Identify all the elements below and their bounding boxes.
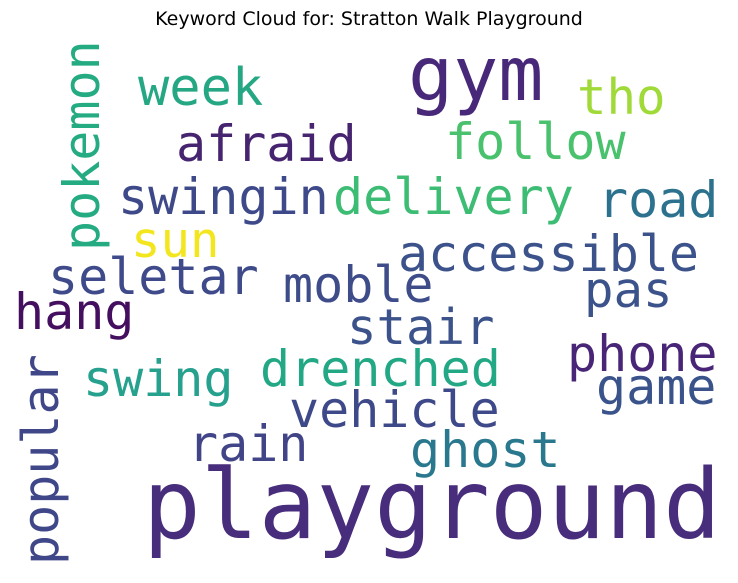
- word: tho: [577, 69, 666, 126]
- word: gym: [408, 30, 543, 118]
- word: sun: [131, 212, 220, 269]
- word: seletar: [48, 248, 259, 306]
- word: playground: [143, 449, 721, 561]
- word: phone: [567, 325, 718, 383]
- word: swing: [83, 350, 234, 408]
- word: rain: [188, 415, 308, 473]
- word: popular: [12, 354, 70, 565]
- word: stair: [347, 299, 495, 356]
- word: afraid: [176, 115, 357, 173]
- word: delivery: [333, 168, 574, 226]
- word: moble: [283, 256, 434, 314]
- word: pas: [584, 262, 673, 319]
- word: drenched: [260, 340, 501, 398]
- word: week: [138, 58, 263, 118]
- word: accessible: [398, 225, 699, 283]
- word: vehicle: [289, 381, 500, 439]
- word: swingin: [118, 168, 329, 226]
- word: hang: [14, 283, 134, 341]
- word: pokemon: [53, 40, 111, 251]
- word: game: [596, 358, 716, 416]
- word: road: [598, 171, 718, 229]
- word: follow: [445, 113, 627, 171]
- word: ghost: [410, 421, 561, 479]
- chart-title: Keyword Cloud for: Stratton Walk Playgro…: [155, 8, 583, 30]
